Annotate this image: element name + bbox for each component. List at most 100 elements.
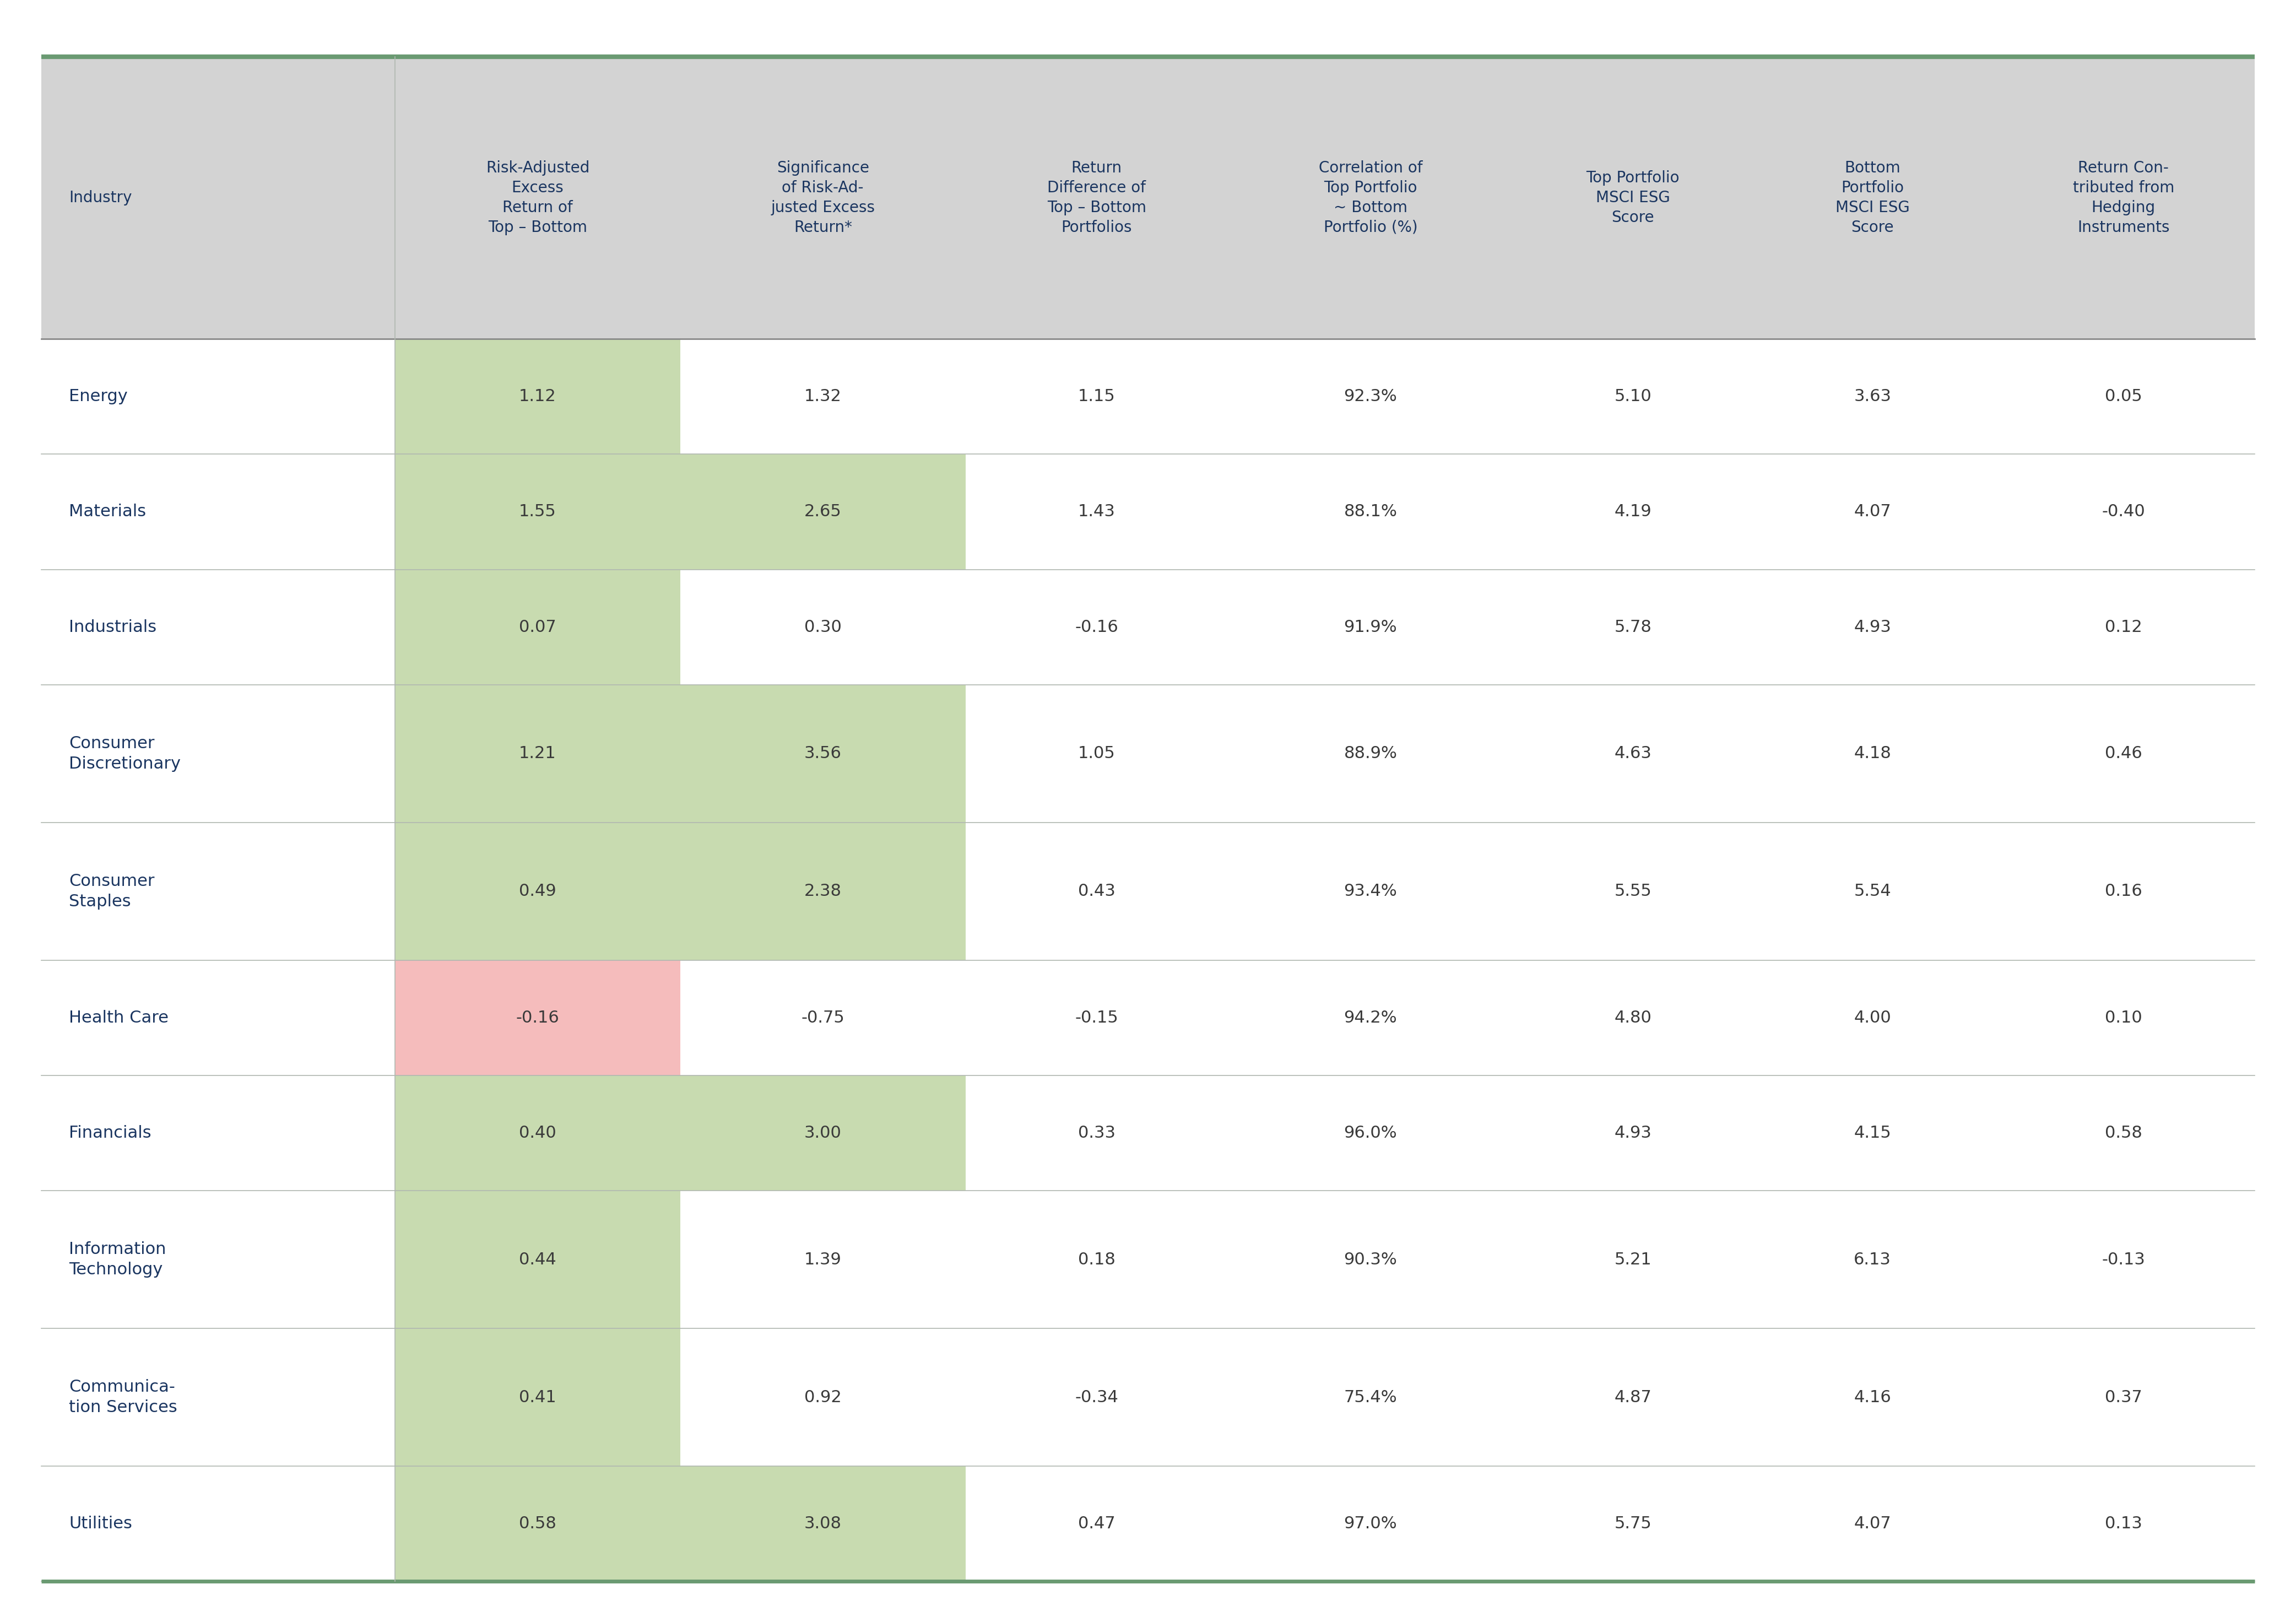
Text: Energy: Energy [69, 389, 129, 404]
Bar [41, 1328, 2255, 1466]
Text: -0.16: -0.16 [1075, 620, 1118, 636]
Text: 5.54: 5.54 [1853, 884, 1892, 899]
Text: Health Care: Health Care [69, 1011, 168, 1025]
Text: 0.49: 0.49 [519, 884, 556, 899]
Bar [395, 684, 680, 822]
Text: Utilities: Utilities [69, 1517, 133, 1531]
Bar [395, 339, 680, 454]
Text: 2.65: 2.65 [804, 504, 843, 519]
Bar [680, 1075, 964, 1191]
Text: 4.93: 4.93 [1614, 1126, 1651, 1140]
Text: 0.10: 0.10 [2105, 1011, 2142, 1025]
Bar [41, 1191, 2255, 1328]
Text: -0.15: -0.15 [1075, 1011, 1118, 1025]
Text: 0.37: 0.37 [2105, 1390, 2142, 1405]
Text: 5.55: 5.55 [1614, 884, 1651, 899]
Text: 1.32: 1.32 [804, 389, 843, 404]
Bar [395, 1328, 680, 1466]
Text: -0.40: -0.40 [2101, 504, 2144, 519]
Text: 5.75: 5.75 [1614, 1517, 1651, 1531]
Text: 3.63: 3.63 [1853, 389, 1892, 404]
Text: 3.56: 3.56 [804, 746, 843, 762]
Text: 0.18: 0.18 [1077, 1252, 1116, 1267]
Text: 4.93: 4.93 [1853, 620, 1892, 636]
Text: 5.78: 5.78 [1614, 620, 1651, 636]
Text: 1.39: 1.39 [804, 1252, 843, 1267]
Bar [395, 1075, 680, 1191]
Text: 5.10: 5.10 [1614, 389, 1651, 404]
Bar [680, 1466, 964, 1581]
Text: 1.21: 1.21 [519, 746, 556, 762]
Text: Return Con-
tributed from
Hedging
Instruments: Return Con- tributed from Hedging Instru… [2073, 161, 2174, 235]
Text: -0.75: -0.75 [801, 1011, 845, 1025]
Text: 88.9%: 88.9% [1343, 746, 1398, 762]
Text: 0.41: 0.41 [519, 1390, 556, 1405]
Text: 2.38: 2.38 [804, 884, 843, 899]
Text: 0.13: 0.13 [2105, 1517, 2142, 1531]
Text: 0.47: 0.47 [1079, 1517, 1116, 1531]
Bar [680, 1328, 964, 1466]
Text: 3.00: 3.00 [804, 1126, 843, 1140]
Bar [680, 339, 964, 454]
Text: 4.63: 4.63 [1614, 746, 1651, 762]
Text: 0.05: 0.05 [2105, 389, 2142, 404]
Text: Consumer
Discretionary: Consumer Discretionary [69, 735, 181, 772]
Text: Risk-Adjusted
Excess
Return of
Top – Bottom: Risk-Adjusted Excess Return of Top – Bot… [487, 161, 590, 235]
Bar [41, 684, 2255, 822]
Text: 1.05: 1.05 [1079, 746, 1116, 762]
Bar [395, 960, 680, 1075]
Text: -0.34: -0.34 [1075, 1390, 1118, 1405]
Bar [41, 569, 2255, 684]
Text: 0.07: 0.07 [519, 620, 556, 636]
Text: Top Portfolio
MSCI ESG
Score: Top Portfolio MSCI ESG Score [1587, 170, 1681, 225]
Bar [41, 822, 2255, 960]
Text: 0.46: 0.46 [2105, 746, 2142, 762]
Text: 90.3%: 90.3% [1343, 1252, 1398, 1267]
Text: Industrials: Industrials [69, 620, 156, 636]
Text: 0.58: 0.58 [2105, 1126, 2142, 1140]
Text: 4.00: 4.00 [1853, 1011, 1892, 1025]
Text: 3.08: 3.08 [804, 1517, 843, 1531]
Text: Information
Technology: Information Technology [69, 1241, 165, 1278]
Text: 0.16: 0.16 [2105, 884, 2142, 899]
Text: -0.16: -0.16 [517, 1011, 560, 1025]
Text: 0.44: 0.44 [519, 1252, 556, 1267]
Text: 0.43: 0.43 [1077, 884, 1116, 899]
Text: 96.0%: 96.0% [1343, 1126, 1396, 1140]
Text: 4.16: 4.16 [1853, 1390, 1892, 1405]
Text: 0.33: 0.33 [1077, 1126, 1116, 1140]
Text: 97.0%: 97.0% [1343, 1517, 1396, 1531]
Text: 0.92: 0.92 [804, 1390, 843, 1405]
Text: 5.21: 5.21 [1614, 1252, 1651, 1267]
Text: 4.87: 4.87 [1614, 1390, 1651, 1405]
Text: 1.55: 1.55 [519, 504, 556, 519]
Text: 91.9%: 91.9% [1343, 620, 1396, 636]
Bar [680, 960, 964, 1075]
Text: 1.15: 1.15 [1079, 389, 1116, 404]
Text: 94.2%: 94.2% [1343, 1011, 1396, 1025]
Text: 88.1%: 88.1% [1343, 504, 1398, 519]
Bar [41, 1466, 2255, 1581]
Text: Return
Difference of
Top – Bottom
Portfolios: Return Difference of Top – Bottom Portfo… [1047, 161, 1146, 235]
Text: 4.80: 4.80 [1614, 1011, 1651, 1025]
Text: Correlation of
Top Portfolio
~ Bottom
Portfolio (%): Correlation of Top Portfolio ~ Bottom Po… [1318, 161, 1424, 235]
Text: 4.07: 4.07 [1853, 504, 1892, 519]
Bar [680, 1191, 964, 1328]
Text: Communica-
tion Services: Communica- tion Services [69, 1379, 177, 1416]
Text: 4.18: 4.18 [1853, 746, 1892, 762]
Bar [41, 339, 2255, 454]
Text: Materials: Materials [69, 504, 147, 519]
Bar [395, 1466, 680, 1581]
Text: 92.3%: 92.3% [1343, 389, 1398, 404]
Bar [680, 684, 964, 822]
Text: 93.4%: 93.4% [1343, 884, 1398, 899]
Text: 0.30: 0.30 [804, 620, 843, 636]
Text: Financials: Financials [69, 1126, 152, 1140]
Text: 0.12: 0.12 [2105, 620, 2142, 636]
Text: Industry: Industry [69, 190, 131, 206]
Bar [395, 454, 680, 569]
Text: 0.40: 0.40 [519, 1126, 556, 1140]
Text: Consumer
Staples: Consumer Staples [69, 873, 154, 910]
Bar [41, 1075, 2255, 1191]
Text: Bottom
Portfolio
MSCI ESG
Score: Bottom Portfolio MSCI ESG Score [1835, 161, 1910, 235]
